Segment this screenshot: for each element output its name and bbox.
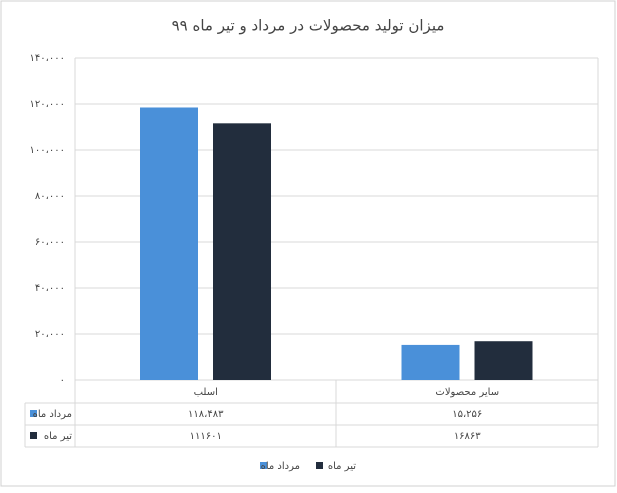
y-tick-label: ۶۰،۰۰۰ [35,237,65,248]
table-legend-key [30,432,37,439]
bar [213,123,271,381]
y-tick-label: ۲۰،۰۰۰ [35,329,65,340]
table-value: ۱۱۸،۴۸۳ [188,409,224,420]
bar [140,107,198,380]
table-value: ۱۵،۲۵۶ [452,409,482,420]
x-tick-label: اسلب [194,387,218,398]
y-tick-label: ۸۰،۰۰۰ [35,191,65,202]
y-tick-label: ۴۰،۰۰۰ [35,283,65,294]
bar [401,344,460,380]
x-tick-label: سایر محصولات [435,387,499,398]
legend-label: تیر ماه [328,461,356,472]
table-value: ۱۱۱۶۰۱ [190,431,222,442]
legend-label: مرداد ماه [261,461,300,472]
table-legend-key [30,410,37,417]
y-tick-label: ۰ [60,375,65,386]
legend-key [260,462,267,469]
y-tick-label: ۱۴۰،۰۰۰ [30,53,65,64]
y-tick-label: ۱۰۰،۰۰۰ [30,145,65,156]
bar [474,341,533,380]
table-series-name: مرداد ماه [33,409,72,420]
table-series-name: تیر ماه [44,431,72,442]
chart-title: میزان تولید محصولات در مرداد و تیر ماه ۹… [172,17,445,35]
legend-key [316,462,323,469]
table-value: ۱۶۸۶۳ [454,431,481,442]
y-tick-label: ۱۲۰،۰۰۰ [30,99,65,110]
